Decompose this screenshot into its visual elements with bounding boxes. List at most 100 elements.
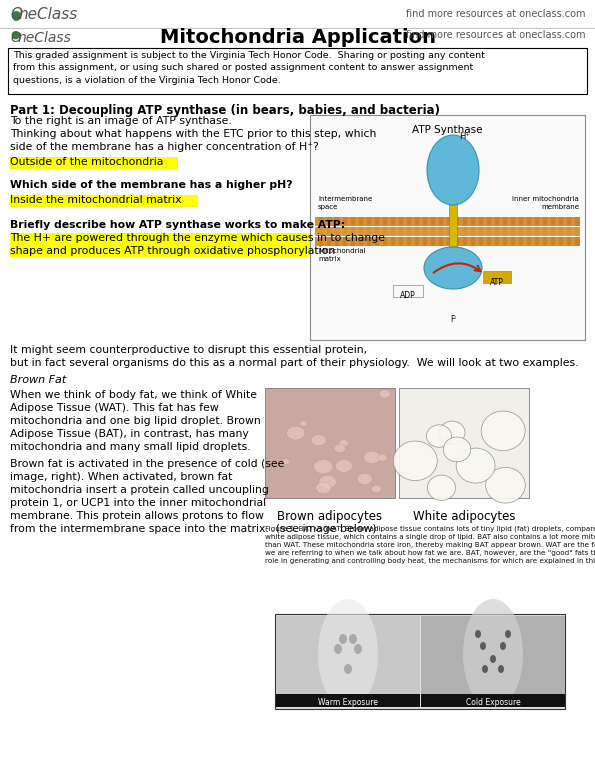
Bar bbox=[435, 217, 439, 226]
Bar bbox=[531, 237, 535, 246]
Text: O: O bbox=[10, 7, 22, 22]
Bar bbox=[427, 237, 431, 246]
Bar bbox=[323, 217, 327, 226]
Ellipse shape bbox=[498, 665, 504, 673]
Bar bbox=[395, 217, 399, 226]
Text: Brown fat is activated in the presence of cold (see: Brown fat is activated in the presence o… bbox=[10, 459, 284, 469]
Bar bbox=[411, 227, 415, 236]
Bar bbox=[563, 227, 567, 236]
Text: shape and produces ATP through oxidative phosphorylation: shape and produces ATP through oxidative… bbox=[10, 246, 335, 256]
Bar bbox=[411, 217, 415, 226]
Bar bbox=[539, 217, 543, 226]
Bar bbox=[371, 227, 375, 236]
Text: Fᴵ: Fᴵ bbox=[450, 315, 456, 324]
Bar bbox=[347, 237, 351, 246]
Bar bbox=[435, 227, 439, 236]
Bar bbox=[275, 614, 565, 709]
Text: ●: ● bbox=[10, 8, 21, 21]
Bar bbox=[547, 237, 551, 246]
Bar bbox=[10, 233, 310, 257]
Ellipse shape bbox=[296, 436, 303, 442]
Bar bbox=[483, 227, 487, 236]
Ellipse shape bbox=[401, 411, 441, 447]
Bar bbox=[449, 140, 457, 260]
Bar bbox=[507, 227, 511, 236]
Ellipse shape bbox=[424, 247, 482, 289]
Text: When we think of body fat, we think of White: When we think of body fat, we think of W… bbox=[10, 390, 257, 400]
Bar bbox=[571, 237, 575, 246]
Ellipse shape bbox=[482, 665, 488, 673]
Text: ADP: ADP bbox=[400, 291, 416, 300]
Bar bbox=[483, 237, 487, 246]
Bar bbox=[555, 237, 559, 246]
Text: mitochondria insert a protein called uncoupling: mitochondria insert a protein called unc… bbox=[10, 485, 269, 495]
Bar bbox=[483, 271, 511, 283]
Bar bbox=[10, 195, 198, 207]
Ellipse shape bbox=[282, 458, 299, 471]
Bar bbox=[395, 237, 399, 246]
Ellipse shape bbox=[505, 630, 511, 638]
Bar bbox=[419, 237, 423, 246]
Bar bbox=[8, 48, 587, 94]
Bar bbox=[435, 237, 439, 246]
Text: Which side of the membrane has a higher pH?: Which side of the membrane has a higher … bbox=[10, 180, 293, 190]
Bar bbox=[459, 227, 463, 236]
Bar bbox=[363, 217, 367, 226]
Bar bbox=[363, 237, 367, 246]
Bar bbox=[276, 694, 420, 707]
Bar bbox=[563, 237, 567, 246]
Text: Cold Exposure: Cold Exposure bbox=[466, 698, 521, 707]
Ellipse shape bbox=[275, 448, 295, 463]
Bar bbox=[571, 217, 575, 226]
Ellipse shape bbox=[387, 462, 431, 501]
Ellipse shape bbox=[480, 642, 486, 650]
Text: but in fact several organisms do this as a normal part of their physiology.  We : but in fact several organisms do this as… bbox=[10, 358, 578, 368]
Bar bbox=[421, 694, 565, 707]
Ellipse shape bbox=[475, 630, 481, 638]
Bar bbox=[347, 227, 351, 236]
Bar bbox=[467, 217, 471, 226]
Bar bbox=[315, 227, 319, 236]
Ellipse shape bbox=[446, 471, 476, 498]
Bar bbox=[347, 217, 351, 226]
Text: Figure 1. BAT vs WAT: Brown adipose tissue contains lots of tiny lipid (fat) dro: Figure 1. BAT vs WAT: Brown adipose tiss… bbox=[265, 526, 595, 564]
Text: White adipocytes: White adipocytes bbox=[413, 510, 515, 523]
Bar bbox=[331, 237, 335, 246]
Text: Intermembrane
space: Intermembrane space bbox=[318, 196, 372, 209]
Bar bbox=[331, 217, 335, 226]
Bar bbox=[355, 237, 359, 246]
Ellipse shape bbox=[463, 599, 523, 709]
Bar bbox=[515, 227, 519, 236]
Bar bbox=[315, 217, 319, 226]
Bar bbox=[451, 227, 455, 236]
Bar bbox=[555, 217, 559, 226]
Bar bbox=[491, 237, 495, 246]
Bar bbox=[443, 227, 447, 236]
Text: Part 1: Decoupling ATP synthase (in bears, babies, and bacteria): Part 1: Decoupling ATP synthase (in bear… bbox=[10, 104, 440, 117]
Bar bbox=[399, 388, 529, 498]
Bar bbox=[459, 237, 463, 246]
Text: Brown Fat: Brown Fat bbox=[10, 375, 66, 385]
Ellipse shape bbox=[292, 419, 305, 428]
Bar bbox=[523, 237, 527, 246]
Bar bbox=[323, 237, 327, 246]
Ellipse shape bbox=[311, 426, 321, 434]
Text: side of the membrane has a higher concentration of H⁺?: side of the membrane has a higher concen… bbox=[10, 142, 319, 152]
Text: ●: ● bbox=[10, 30, 20, 40]
Text: mitochondria and one big lipid droplet. Brown: mitochondria and one big lipid droplet. … bbox=[10, 416, 261, 426]
Bar bbox=[387, 227, 391, 236]
Bar bbox=[331, 227, 335, 236]
Text: find more resources at oneclass.com: find more resources at oneclass.com bbox=[406, 30, 585, 40]
Ellipse shape bbox=[372, 388, 393, 403]
Ellipse shape bbox=[500, 642, 506, 650]
Bar bbox=[483, 217, 487, 226]
Bar bbox=[371, 217, 375, 226]
Ellipse shape bbox=[318, 599, 378, 709]
Bar bbox=[531, 217, 535, 226]
Ellipse shape bbox=[326, 403, 342, 415]
Ellipse shape bbox=[358, 461, 373, 473]
Bar bbox=[571, 227, 575, 236]
Bar bbox=[523, 227, 527, 236]
Bar bbox=[475, 237, 479, 246]
Bar bbox=[379, 217, 383, 226]
